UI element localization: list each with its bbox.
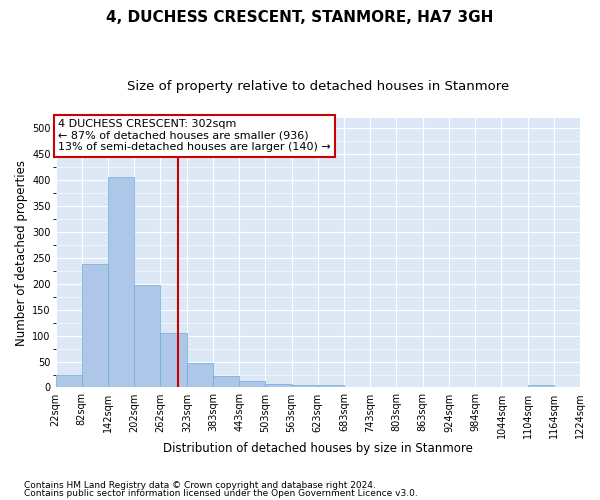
Bar [239,381,265,388]
Text: 4, DUCHESS CRESCENT, STANMORE, HA7 3GH: 4, DUCHESS CRESCENT, STANMORE, HA7 3GH [106,10,494,25]
Bar [82,264,108,388]
Bar [160,333,187,388]
Bar [265,384,292,388]
Y-axis label: Number of detached properties: Number of detached properties [15,160,28,346]
Text: 4 DUCHESS CRESCENT: 302sqm
← 87% of detached houses are smaller (936)
13% of sem: 4 DUCHESS CRESCENT: 302sqm ← 87% of deta… [58,119,331,152]
Bar [527,385,554,388]
Bar [134,285,160,388]
Bar [108,178,134,388]
Bar [318,385,344,388]
Bar [56,374,82,388]
Bar [213,376,239,388]
Text: Contains public sector information licensed under the Open Government Licence v3: Contains public sector information licen… [24,488,418,498]
Title: Size of property relative to detached houses in Stanmore: Size of property relative to detached ho… [127,80,509,93]
Bar [292,385,318,388]
Text: Contains HM Land Registry data © Crown copyright and database right 2024.: Contains HM Land Registry data © Crown c… [24,481,376,490]
Bar [187,362,213,388]
X-axis label: Distribution of detached houses by size in Stanmore: Distribution of detached houses by size … [163,442,473,455]
